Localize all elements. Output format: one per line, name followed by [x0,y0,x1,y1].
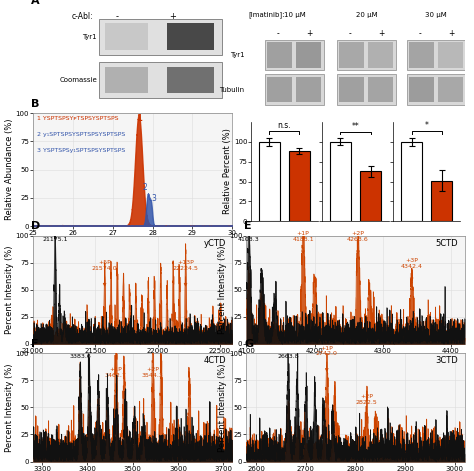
Text: 10 μM: 10 μM [283,12,305,17]
Text: Tubulin: Tubulin [219,87,244,93]
Text: +1P
3462.7: +1P 3462.7 [105,367,127,393]
Text: +5P
21574.0: +5P 21574.0 [92,260,118,286]
Text: +2P
4263.6: +2P 4263.6 [347,231,369,253]
Text: -: - [419,29,421,38]
Y-axis label: Relative Percent (%): Relative Percent (%) [223,129,232,214]
Text: *: * [425,122,428,130]
Text: 30 μM: 30 μM [425,12,447,17]
Bar [267,77,292,102]
Text: [Imatinib]:: [Imatinib]: [249,12,285,18]
Text: 3 YSPTSPSy₁SPTSPSYSPTSPS: 3 YSPTSPSy₁SPTSPSYSPTSPS [37,148,126,153]
Bar [289,151,310,221]
Bar [337,74,396,105]
Bar [368,42,393,68]
Bar [337,40,396,70]
Bar [407,74,465,105]
X-axis label: Time (min.): Time (min.) [109,238,157,247]
Y-axis label: Percent Intensity (%): Percent Intensity (%) [5,245,14,334]
Text: c-Abl:: c-Abl: [71,12,93,21]
Text: 2: 2 [142,183,147,192]
X-axis label: Molecular Weight (Da): Molecular Weight (Da) [309,356,402,365]
Text: A: A [31,0,40,6]
Bar [265,74,324,105]
Text: 1: 1 [136,114,142,123]
Text: Coomassie: Coomassie [59,77,97,83]
Bar [99,19,222,55]
Text: 20 μM: 20 μM [356,12,377,17]
Text: E: E [244,221,252,231]
Text: +: + [448,29,454,38]
Text: 5CTD: 5CTD [435,239,458,248]
Bar [339,42,364,68]
Text: 3CTD: 3CTD [435,357,458,365]
Text: Tyr1: Tyr1 [82,34,97,40]
Bar [265,40,324,70]
Text: B: B [31,98,39,108]
Text: F: F [31,339,39,349]
Text: D: D [31,221,40,231]
Y-axis label: Percent Intensity (%): Percent Intensity (%) [219,363,228,452]
Bar [105,67,148,93]
Bar [431,181,452,221]
Text: +2P
3544.3: +2P 3544.3 [142,367,164,393]
Text: 3383.6: 3383.6 [69,354,91,359]
Text: +1P
4183.1: +1P 4183.1 [292,231,314,253]
Bar [438,42,463,68]
Text: 1 YSPTSPSYᴘTSPSYSPTSPS: 1 YSPTSPSYᴘTSPSYSPTSPS [37,116,118,122]
Bar [99,62,222,98]
Y-axis label: Relative Abundance (%): Relative Abundance (%) [5,119,14,220]
Text: +3P
4342.4: +3P 4342.4 [401,258,423,280]
Y-axis label: Percent Intensity (%): Percent Intensity (%) [5,363,14,452]
Text: yCTD: yCTD [204,239,226,248]
Text: 4103.3: 4103.3 [238,236,260,242]
Bar [401,142,422,221]
Text: 2 y₁SPTSPSYSPTSPSYSPTSPS: 2 y₁SPTSPSYSPTSPSYSPTSPS [37,132,126,137]
Text: +: + [169,12,176,21]
Bar [296,77,321,102]
Text: **: ** [352,122,359,131]
Bar [407,40,465,70]
Text: G: G [244,339,254,349]
Text: 4CTD: 4CTD [204,357,226,365]
Bar [267,42,292,68]
Text: 21175.1: 21175.1 [42,236,68,242]
Bar [167,67,214,93]
Bar [409,77,434,102]
Text: +2P
2822.5: +2P 2822.5 [356,394,377,420]
Text: n.s.: n.s. [278,122,292,130]
Text: 2663.8: 2663.8 [277,354,299,359]
Bar [339,77,364,102]
Bar [368,77,393,102]
Bar [409,42,434,68]
Bar [259,142,280,221]
Text: +1P
2742.0: +1P 2742.0 [316,346,337,371]
Text: -: - [348,29,351,38]
Text: 3: 3 [151,195,156,203]
Text: +13P
22224.5: +13P 22224.5 [173,260,199,286]
Text: +: + [306,29,312,38]
Bar [296,42,321,68]
Bar [360,171,381,221]
Text: C: C [242,0,250,1]
Bar [105,23,148,50]
Bar [167,23,214,50]
Text: -: - [115,12,118,21]
Bar [438,77,463,102]
Text: +: + [378,29,384,38]
X-axis label: Molecular Weight (Da): Molecular Weight (Da) [86,356,180,365]
Text: Tyr1: Tyr1 [230,52,244,58]
Bar [330,142,351,221]
Text: -: - [277,29,279,38]
Y-axis label: Percent Intensity (%): Percent Intensity (%) [219,245,228,334]
